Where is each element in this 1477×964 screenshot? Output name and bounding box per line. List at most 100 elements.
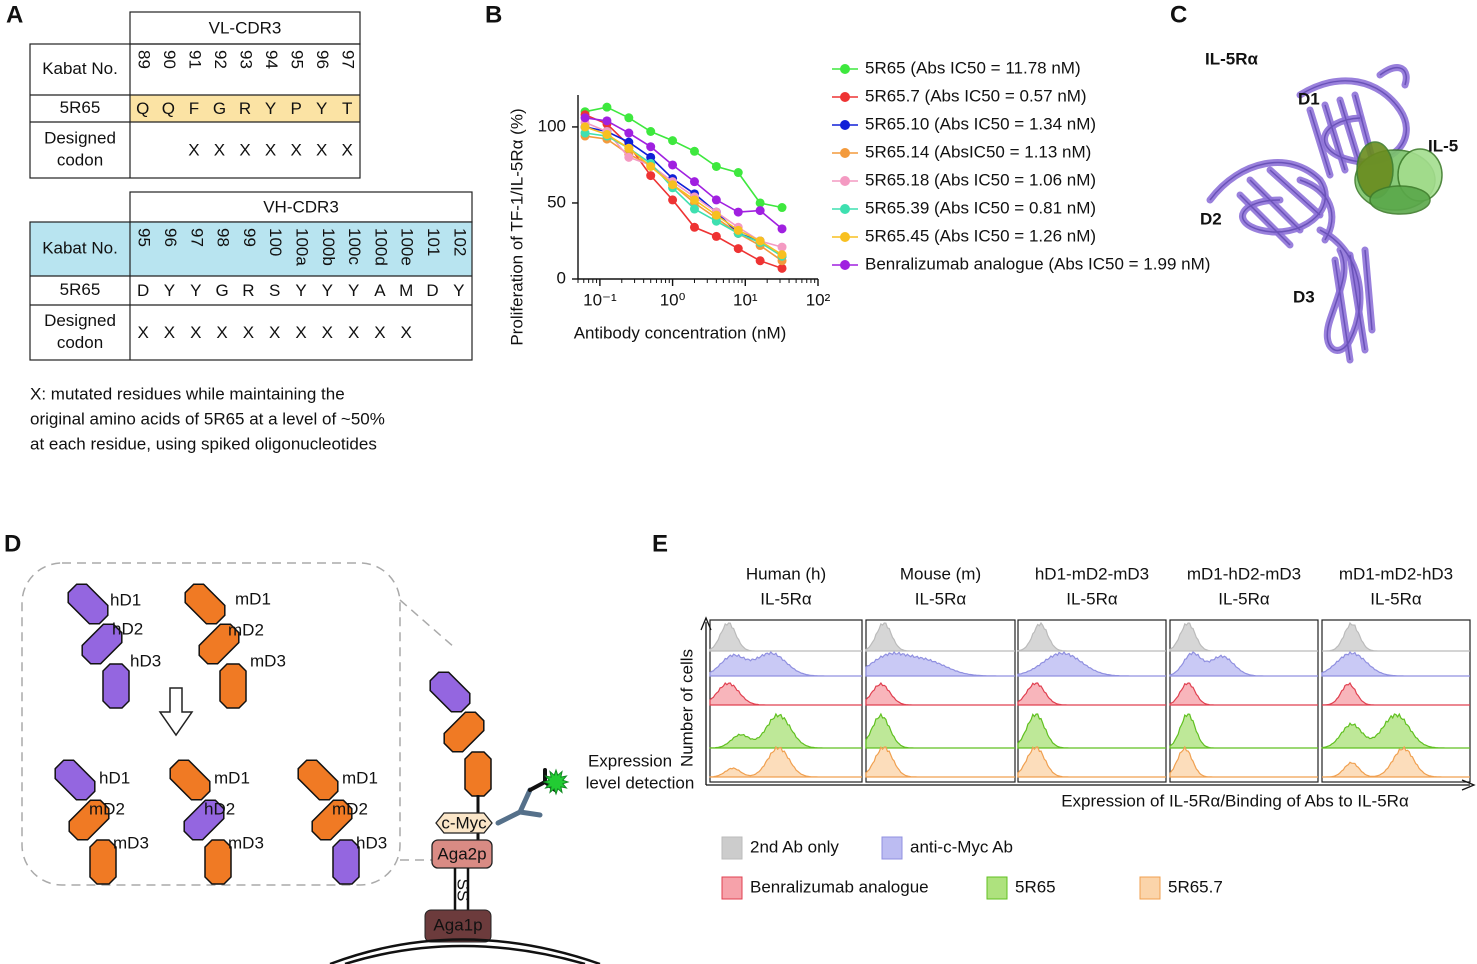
residue: P <box>290 99 301 118</box>
ribbon <box>1376 64 1410 89</box>
domain <box>332 839 360 885</box>
domain-label: mD2 <box>89 799 125 818</box>
column-title: IL-5Rα <box>915 589 967 608</box>
residue: Y <box>316 99 327 118</box>
data-point <box>711 231 721 241</box>
ligand-label: IL-5 <box>1428 136 1458 155</box>
residue: Q <box>136 99 149 118</box>
residue: F <box>189 99 199 118</box>
disulfide-label: SS <box>454 879 473 902</box>
designed-mark: X <box>290 140 301 159</box>
histogram <box>1169 651 1318 677</box>
y-tick-label: 0 <box>557 268 566 287</box>
designed-mark: X <box>401 323 412 342</box>
domain <box>464 751 492 797</box>
dashed-box <box>21 562 401 886</box>
residue: Q <box>162 99 175 118</box>
residue: Y <box>164 281 175 300</box>
data-point <box>689 195 699 205</box>
ribbon-edge <box>1209 161 1327 233</box>
data-point <box>580 122 590 132</box>
legend-label: 5R65.7 <box>1168 877 1223 896</box>
histogram <box>1322 621 1470 652</box>
histogram <box>1017 713 1166 749</box>
detection-label: Expression <box>588 751 672 770</box>
kabat-number: 94 <box>262 50 281 69</box>
legend-marker <box>840 120 850 130</box>
kabat-number: 90 <box>160 50 179 69</box>
legend-label: Benralizumab analogue <box>750 877 929 896</box>
table-title: VH-CDR3 <box>263 197 339 216</box>
residue: T <box>342 99 352 118</box>
histogram <box>865 650 1015 677</box>
column-title: hD1-mD2-mD3 <box>1035 564 1149 583</box>
domain-label: mD3 <box>113 833 149 852</box>
x-axis-label: Expression of IL-5Rα/Binding of Abs to I… <box>1061 791 1409 810</box>
legend-marker <box>840 92 850 102</box>
designed-mark: X <box>243 323 254 342</box>
data-point <box>668 136 678 146</box>
histogram <box>709 712 862 749</box>
y-axis-label: Proliferation of TF-1/IL-5Rα (%) <box>507 108 526 345</box>
row-label: Designed <box>44 311 116 330</box>
column-title: IL-5Rα <box>1066 589 1118 608</box>
series-line <box>584 106 783 209</box>
domain <box>219 663 247 709</box>
residue: Y <box>190 281 201 300</box>
ribbon-edge <box>1319 229 1361 352</box>
series-line <box>584 117 783 230</box>
kabat-number: 100c <box>345 228 364 265</box>
legend-label: anti-c-Myc Ab <box>910 837 1013 856</box>
legend-label: 5R65.10 (Abs IC50 = 1.34 nM) <box>865 114 1096 133</box>
data-point <box>733 168 743 178</box>
domain <box>198 623 240 665</box>
residue: Y <box>453 281 464 300</box>
panel-label: C <box>1170 1 1187 28</box>
data-point <box>733 207 743 217</box>
kabat-number: 100d <box>371 228 390 266</box>
kabat-number: 96 <box>313 50 332 69</box>
legend-label: 5R65.18 (Abs IC50 = 1.06 nM) <box>865 170 1096 189</box>
histogram <box>709 622 862 652</box>
designed-mark: X <box>164 323 175 342</box>
residue: Y <box>348 281 359 300</box>
row-fill <box>130 95 360 122</box>
legend-label: Benralizumab analogue (Abs IC50 = 1.99 n… <box>865 254 1210 273</box>
data-point <box>668 195 678 205</box>
data-point <box>777 203 787 213</box>
column-title: Mouse (m) <box>900 564 981 583</box>
residue: D <box>137 281 149 300</box>
legend-label: 2nd Ab only <box>750 837 839 856</box>
y-axis-label: Number of cells <box>677 649 696 767</box>
data-point <box>733 244 743 254</box>
kabat-number: 97 <box>187 228 206 247</box>
protein-structure <box>1206 64 1443 364</box>
panel-label: E <box>652 530 668 557</box>
domain-label: hD1 <box>99 768 130 787</box>
series-line <box>584 135 783 262</box>
histogram <box>1017 682 1166 706</box>
arrow <box>158 687 194 737</box>
x-tick-label: 10¹ <box>733 290 758 309</box>
fluorophore <box>542 768 570 796</box>
x-tick-label: 10² <box>806 290 831 309</box>
legend-marker <box>840 232 850 242</box>
ribbon-edge <box>1334 249 1373 361</box>
antibody <box>495 787 543 826</box>
data-point <box>711 210 721 220</box>
residue: G <box>215 281 228 300</box>
designed-mark: X <box>348 323 359 342</box>
data-point <box>777 242 787 252</box>
designed-mark: X <box>322 323 333 342</box>
domain-label: hD3 <box>356 833 387 852</box>
domain <box>443 711 485 753</box>
designed-mark: X <box>316 140 327 159</box>
designed-mark: X <box>295 323 306 342</box>
histogram <box>1169 713 1318 749</box>
x-tick-label: 10⁻¹ <box>583 290 617 309</box>
domain <box>297 759 339 801</box>
data-point <box>755 206 765 216</box>
y-tick-label: 50 <box>547 192 566 211</box>
data-point <box>646 126 656 136</box>
domain-label: mD1 <box>214 768 250 787</box>
